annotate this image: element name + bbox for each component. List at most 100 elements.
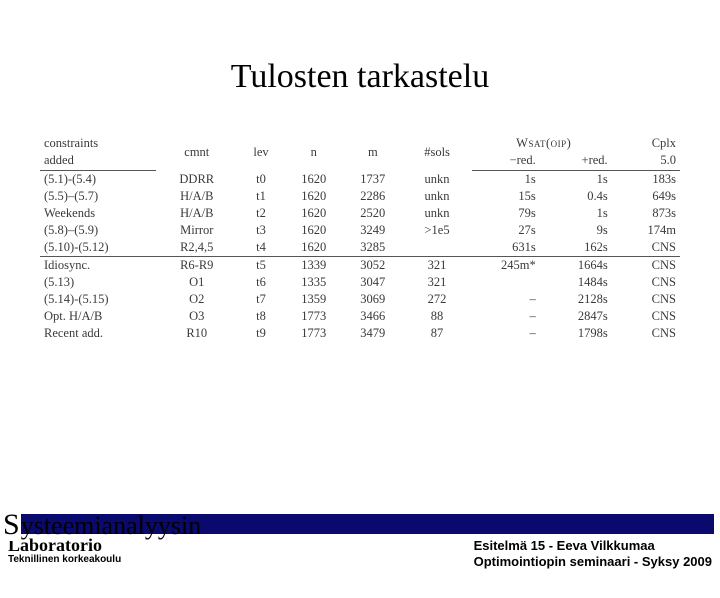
systeemianalyysin-label: Systeemianalyysin bbox=[2, 508, 201, 542]
th-wneg: −red. bbox=[472, 152, 544, 171]
cell-m: 3047 bbox=[343, 274, 402, 291]
cell-cmnt: O1 bbox=[156, 274, 238, 291]
cell-cplx: 183s bbox=[616, 171, 680, 189]
cell-constraints: (5.5)–(5.7) bbox=[40, 188, 156, 205]
th-n: n bbox=[284, 134, 343, 171]
table-row: (5.14)-(5.15)O2t713593069272–2128sCNS bbox=[40, 291, 680, 308]
slide-title: Tulosten tarkastelu bbox=[0, 58, 720, 96]
teknillinen-label: Teknillinen korkeakoulu bbox=[8, 554, 121, 565]
cell-constraints: (5.14)-(5.15) bbox=[40, 291, 156, 308]
cell-cplx: CNS bbox=[616, 274, 680, 291]
cell-lev: t5 bbox=[238, 257, 284, 275]
cell-constraints: (5.10)-(5.12) bbox=[40, 239, 156, 257]
table-row: Idiosync.R6-R9t513393052321245m*1664sCNS bbox=[40, 257, 680, 275]
cell-cmnt: H/A/B bbox=[156, 205, 238, 222]
th-constraints-2: added bbox=[40, 152, 156, 171]
cell-m: 2286 bbox=[343, 188, 402, 205]
cell-constraints: (5.8)–(5.9) bbox=[40, 222, 156, 239]
cell-lev: t4 bbox=[238, 239, 284, 257]
th-cplx-1: Cplx bbox=[616, 134, 680, 152]
cell-sols: unkn bbox=[402, 171, 471, 189]
cell-constraints: (5.13) bbox=[40, 274, 156, 291]
cell-cmnt: DDRR bbox=[156, 171, 238, 189]
cell-sols: 321 bbox=[402, 257, 471, 275]
cell-constraints: (5.1)-(5.4) bbox=[40, 171, 156, 189]
cell-cplx: CNS bbox=[616, 308, 680, 325]
th-constraints-1: constraints bbox=[40, 134, 156, 152]
cell-lev: t2 bbox=[238, 205, 284, 222]
cell-n: 1620 bbox=[284, 171, 343, 189]
cell-wpos: 1664s bbox=[544, 257, 616, 275]
cell-constraints: Idiosync. bbox=[40, 257, 156, 275]
cell-wpos: 1s bbox=[544, 171, 616, 189]
results-table: constraints cmnt lev n m #sols Wsat(oip)… bbox=[40, 134, 680, 342]
sys-rest: ysteemianalyysin bbox=[21, 511, 202, 540]
cell-wneg: 27s bbox=[472, 222, 544, 239]
cell-n: 1335 bbox=[284, 274, 343, 291]
cell-m: 3249 bbox=[343, 222, 402, 239]
th-cmnt: cmnt bbox=[156, 134, 238, 171]
table-row: (5.5)–(5.7)H/A/Bt116202286unkn15s0.4s649… bbox=[40, 188, 680, 205]
cell-n: 1620 bbox=[284, 205, 343, 222]
cell-m: 3069 bbox=[343, 291, 402, 308]
cell-n: 1773 bbox=[284, 325, 343, 342]
cell-wpos: 0.4s bbox=[544, 188, 616, 205]
cell-m: 3479 bbox=[343, 325, 402, 342]
cell-n: 1773 bbox=[284, 308, 343, 325]
cell-wpos: 2128s bbox=[544, 291, 616, 308]
cell-wneg: 15s bbox=[472, 188, 544, 205]
cell-constraints: Recent add. bbox=[40, 325, 156, 342]
cell-wneg bbox=[472, 274, 544, 291]
cell-wneg: – bbox=[472, 291, 544, 308]
th-m: m bbox=[343, 134, 402, 171]
cell-cplx: CNS bbox=[616, 291, 680, 308]
cell-constraints: Opt. H/A/B bbox=[40, 308, 156, 325]
cell-lev: t9 bbox=[238, 325, 284, 342]
cell-sols: 88 bbox=[402, 308, 471, 325]
cell-wpos: 1798s bbox=[544, 325, 616, 342]
table-row: (5.10)-(5.12)R2,4,5t416203285631s162sCNS bbox=[40, 239, 680, 257]
cell-lev: t7 bbox=[238, 291, 284, 308]
cell-n: 1620 bbox=[284, 239, 343, 257]
th-wsat: Wsat(oip) bbox=[472, 134, 616, 152]
cell-n: 1620 bbox=[284, 188, 343, 205]
table-row: Recent add.R10t91773347987–1798sCNS bbox=[40, 325, 680, 342]
cell-m: 3466 bbox=[343, 308, 402, 325]
cell-cmnt: O3 bbox=[156, 308, 238, 325]
table-row: Opt. H/A/BO3t81773346688–2847sCNS bbox=[40, 308, 680, 325]
cell-wneg: – bbox=[472, 308, 544, 325]
cell-m: 3285 bbox=[343, 239, 402, 257]
cell-cmnt: O2 bbox=[156, 291, 238, 308]
cell-wpos: 1484s bbox=[544, 274, 616, 291]
seminar-line: Optimointiopin seminaari - Syksy 2009 bbox=[474, 554, 712, 570]
cell-m: 2520 bbox=[343, 205, 402, 222]
cell-sols: 87 bbox=[402, 325, 471, 342]
cell-n: 1339 bbox=[284, 257, 343, 275]
cell-sols: 321 bbox=[402, 274, 471, 291]
cell-cmnt: R6-R9 bbox=[156, 257, 238, 275]
cell-cmnt: Mirror bbox=[156, 222, 238, 239]
cell-m: 3052 bbox=[343, 257, 402, 275]
cell-cplx: 873s bbox=[616, 205, 680, 222]
cell-constraints: Weekends bbox=[40, 205, 156, 222]
cell-wpos: 162s bbox=[544, 239, 616, 257]
cell-wneg: 79s bbox=[472, 205, 544, 222]
table-row: (5.13)O1t6133530473211484sCNS bbox=[40, 274, 680, 291]
cell-wneg: 631s bbox=[472, 239, 544, 257]
data-table: constraints cmnt lev n m #sols Wsat(oip)… bbox=[40, 134, 680, 342]
table-row: (5.1)-(5.4)DDRRt016201737unkn1s1s183s bbox=[40, 171, 680, 189]
th-lev: lev bbox=[238, 134, 284, 171]
footer-bar: Systeemianalyysin bbox=[6, 514, 714, 534]
cell-lev: t3 bbox=[238, 222, 284, 239]
cell-cplx: CNS bbox=[616, 257, 680, 275]
cell-sols: unkn bbox=[402, 188, 471, 205]
cell-cplx: CNS bbox=[616, 325, 680, 342]
cell-sols: unkn bbox=[402, 205, 471, 222]
th-cplx-2: 5.0 bbox=[616, 152, 680, 171]
cell-cplx: 174m bbox=[616, 222, 680, 239]
cell-n: 1620 bbox=[284, 222, 343, 239]
cell-n: 1359 bbox=[284, 291, 343, 308]
cell-lev: t0 bbox=[238, 171, 284, 189]
th-wsat-label: Wsat(oip) bbox=[516, 136, 571, 150]
big-s: S bbox=[2, 508, 21, 541]
